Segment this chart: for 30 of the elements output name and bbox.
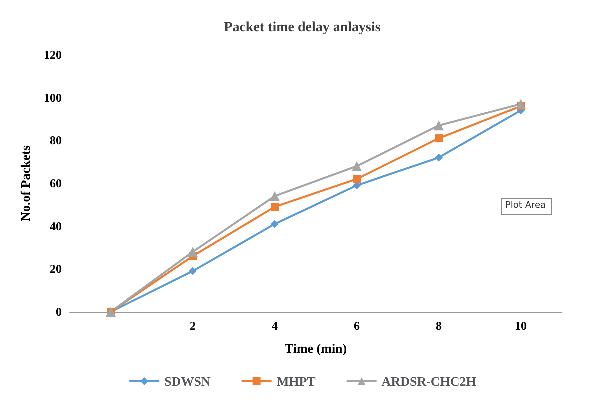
point <box>270 191 280 202</box>
x-axis-title: Time (min) <box>284 341 348 356</box>
x-tick-label: 4 <box>272 319 278 333</box>
point <box>189 267 197 276</box>
y-tick-label: 40 <box>50 219 62 234</box>
point <box>271 220 279 228</box>
x-tick-label: 2 <box>190 319 196 333</box>
x-tick-label: 8 <box>436 319 442 333</box>
chart-title: Packet time delay anlaysis <box>224 20 382 36</box>
legend-label: ARDSR-CHC2H <box>382 374 476 389</box>
point <box>516 99 526 110</box>
point <box>434 120 444 131</box>
point <box>353 175 361 184</box>
x-tick-label: 10 <box>515 319 527 333</box>
y-tick-label: 100 <box>44 90 62 105</box>
point <box>188 247 198 258</box>
legend-label: MHPT <box>276 374 316 389</box>
y-tick-label: 80 <box>50 134 62 148</box>
x-tick-label: 6 <box>354 319 360 333</box>
annotation: Plot Area <box>506 201 546 211</box>
point <box>435 134 443 143</box>
y-tick-label: 120 <box>44 48 62 62</box>
point <box>435 154 443 162</box>
y-tick-label: 20 <box>50 262 62 276</box>
y-tick-label: 0 <box>56 305 62 319</box>
y-tick-label: 60 <box>50 176 62 190</box>
point <box>271 203 279 212</box>
legend-label: SDWSN <box>164 374 212 389</box>
y-axis-title: No.of Packets <box>18 146 33 222</box>
point <box>352 161 362 172</box>
